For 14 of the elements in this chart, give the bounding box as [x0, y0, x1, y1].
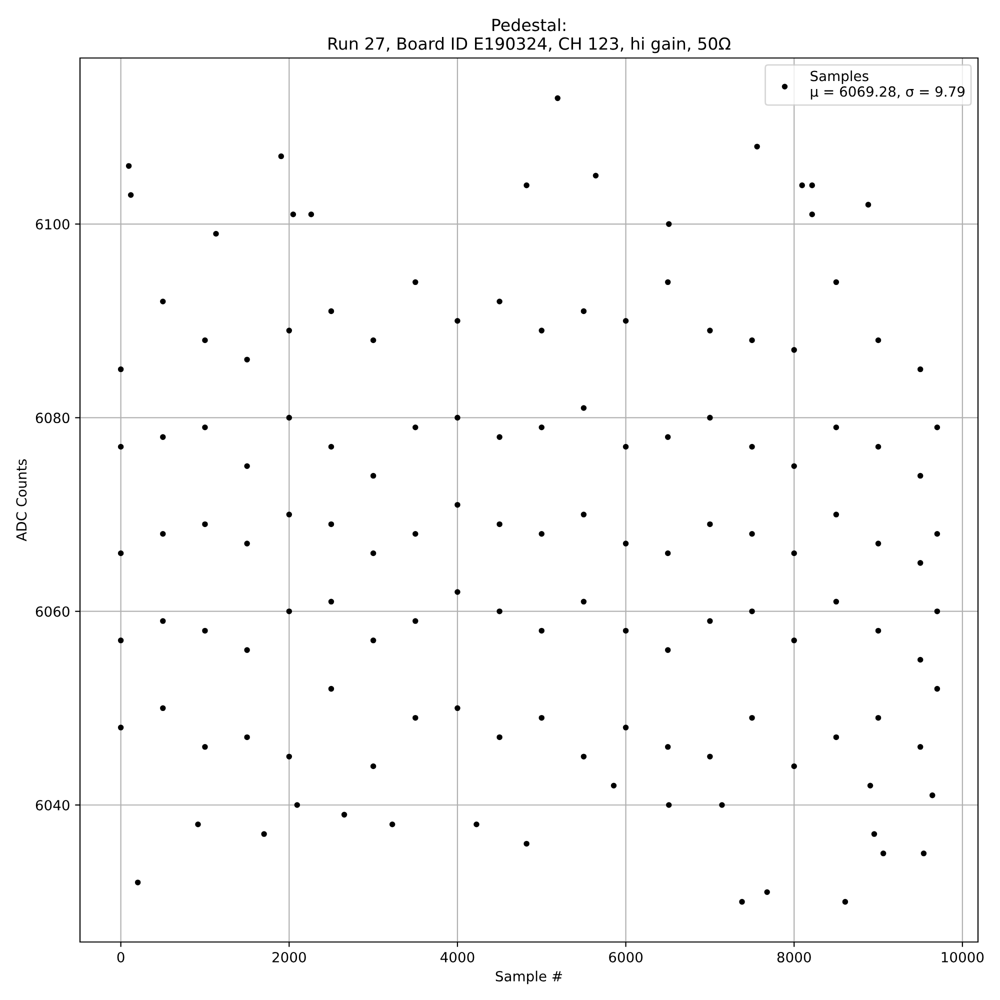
- x-tick-label: 2000: [272, 952, 306, 962]
- x-tick-label: 10000: [942, 952, 984, 962]
- x-tick-label: 0: [117, 952, 124, 962]
- x-tick-label: 6000: [609, 952, 643, 962]
- x-tick-label: 8000: [777, 952, 811, 962]
- chart-title: Pedestal: Run 27, Board ID E190324, CH 123, hi gain, 50Ω: [328, 18, 730, 54]
- y-tick-label: 6040: [36, 800, 70, 810]
- y-tick-label: 6080: [36, 412, 70, 424]
- x-axis-title: Sample #: [496, 970, 562, 984]
- y-tick-label: 6060: [36, 606, 70, 617]
- y-axis-title: ADC Counts: [16, 459, 27, 542]
- x-tick-label: 4000: [440, 952, 474, 962]
- y-tick-label: 6100: [36, 219, 70, 230]
- legend-label: Samples μ = 6069.28, σ = 9.79: [810, 70, 965, 100]
